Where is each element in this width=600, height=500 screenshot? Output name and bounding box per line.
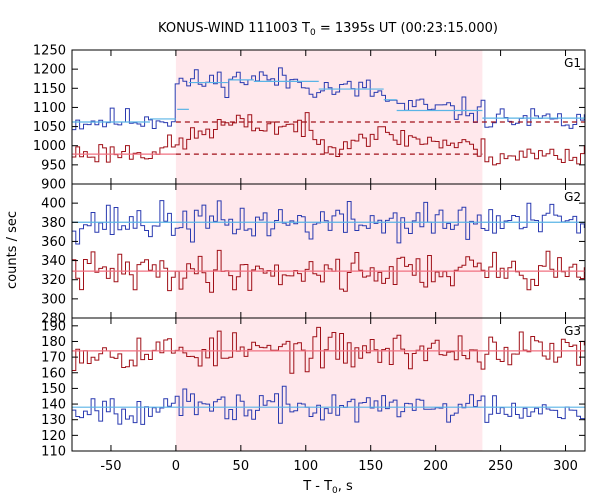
panels-layer: 900 950 1000 1050 1100 1150 1200 1250 G1 280 300 32…	[33, 44, 586, 460]
series-g2-blue	[72, 200, 585, 245]
series-g1-blue	[72, 67, 585, 131]
series-g2-red	[72, 249, 585, 293]
panel-plot-area	[72, 200, 585, 293]
panel-g2: 280 300 320 340 360 380 400 G2	[41, 183, 586, 327]
panel-label-g2: G2	[564, 190, 581, 204]
y-tick-label: 170	[41, 351, 66, 366]
panel-plot-area	[72, 67, 585, 166]
series-g3-red	[72, 326, 585, 374]
y-tick-label: 340	[41, 254, 66, 269]
y-tick-label: 1050	[33, 120, 66, 135]
y-tick-label: 900	[41, 178, 66, 193]
y-tick-label: 110	[41, 445, 66, 460]
x-tick-label: 300	[553, 459, 578, 474]
shaded-interval	[175, 50, 483, 451]
shaded-interval-layer	[175, 50, 483, 451]
y-axis-label: counts / sec	[5, 211, 20, 289]
panel-g1: 900 950 1000 1050 1100 1150 1200 1250 G1	[33, 44, 586, 193]
panel-frame	[71, 317, 586, 452]
y-tick-label: 130	[41, 413, 66, 428]
y-tick-label: 300	[41, 292, 66, 307]
y-tick-label: 1000	[33, 139, 66, 154]
x-axis-label-rest: , s	[338, 479, 353, 494]
panel-label-g1: G1	[564, 56, 581, 70]
y-tick-label: 1200	[33, 63, 66, 78]
chart-title-rest: = 1395s UT (00:23:15.000)	[316, 21, 498, 36]
x-tick-label: 250	[488, 459, 513, 474]
y-tick-label: 190	[41, 319, 66, 334]
panel-label-g3: G3	[564, 324, 581, 338]
y-tick-label: 120	[41, 429, 66, 444]
x-tick-label: 50	[233, 459, 250, 474]
chart-title-main: KONUS-WIND 111003 T	[158, 21, 310, 36]
panel-plot-area	[72, 326, 585, 425]
y-tick-label: 160	[41, 366, 66, 381]
x-tick-label: 200	[423, 459, 448, 474]
x-tick-label: 100	[293, 459, 318, 474]
y-tick-label: 280	[41, 312, 66, 327]
y-tick-label: 320	[41, 273, 66, 288]
x-tick-label: -50	[100, 459, 121, 474]
x-axis-label: T - T0, s	[302, 479, 353, 496]
x-tick-label: 0	[172, 459, 180, 474]
y-tick-label: 380	[41, 216, 66, 231]
chart-title: KONUS-WIND 111003 T0 = 1395s UT (00:23:1…	[158, 21, 498, 38]
y-tick-label: 1250	[33, 44, 66, 59]
x-tick-label: 150	[358, 459, 383, 474]
y-tick-label: 950	[41, 158, 66, 173]
y-tick-label: 360	[41, 235, 66, 250]
x-axis-label-main: T - T	[302, 479, 332, 494]
y-tick-label: 1100	[33, 101, 66, 116]
chart-title-sub: 0	[310, 28, 316, 38]
y-tick-label: 150	[41, 382, 66, 397]
y-tick-label: 400	[41, 197, 66, 212]
y-tick-label: 140	[41, 398, 66, 413]
x-ticks-layer: -50 0 50 100 150 200 250 300	[100, 459, 578, 474]
x-axis-label-sub: 0	[332, 486, 338, 496]
y-tick-label: 180	[41, 335, 66, 350]
y-tick-label: 1150	[33, 82, 66, 97]
